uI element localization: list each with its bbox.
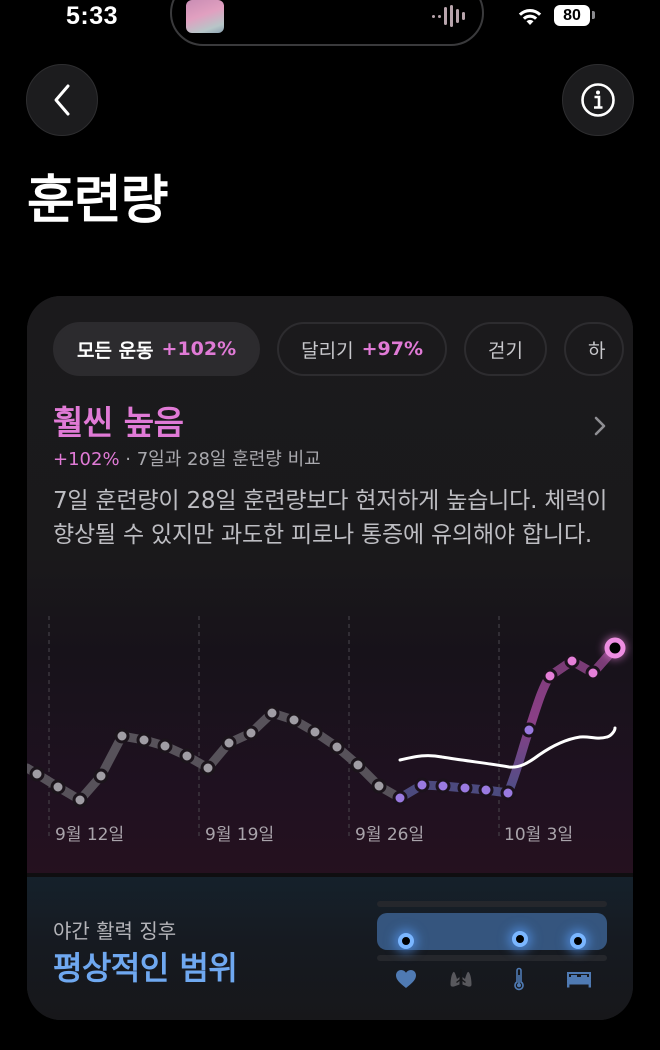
x-tick-label: 9월 26일	[355, 825, 425, 845]
vital-dot	[512, 931, 528, 947]
waveform-icon	[432, 5, 465, 27]
lungs-icon	[450, 969, 472, 987]
past-load-line	[27, 708, 405, 805]
section-divider	[27, 873, 633, 877]
filter-pct: +102%	[161, 338, 237, 360]
album-art[interactable]	[186, 0, 224, 33]
overnight-vitals-section[interactable]: 야간 활력 징후 평상적인 범위	[27, 877, 633, 1020]
vital-dot	[398, 933, 414, 949]
filter-all-workouts[interactable]: 모든 운동 +102%	[53, 322, 261, 376]
filter-label: 하	[588, 339, 606, 362]
range-track-top	[377, 901, 607, 907]
page-title: 훈련량	[27, 171, 169, 231]
vitals-range-graphic	[377, 901, 609, 1001]
range-track-bottom	[377, 955, 607, 961]
comparison-subtitle: +102% · 7일과 28일 훈련량 비교	[53, 445, 321, 471]
battery-icon: 80	[554, 5, 590, 26]
normal-range-band	[377, 913, 607, 950]
vitals-status: 평상적인 범위	[53, 949, 238, 987]
chevron-right-icon[interactable]	[593, 416, 607, 436]
x-tick-label: 10월 3일	[504, 825, 574, 845]
peak-load-points	[542, 653, 601, 684]
vital-dot	[570, 933, 586, 949]
chart-zone: 모든 운동 +102% 달리기 +97% 걷기 하 훨씬 높음 +102% · …	[27, 296, 633, 873]
x-tick-label: 9월 12일	[55, 825, 125, 845]
recent-load-points	[392, 722, 537, 806]
filter-running[interactable]: 달리기 +97%	[277, 322, 448, 376]
filter-label: 걷기	[488, 339, 523, 362]
filter-pct: +97%	[361, 338, 424, 360]
activity-filter-bar[interactable]: 모든 운동 +102% 달리기 +97% 걷기 하	[53, 322, 624, 376]
heart-icon	[396, 970, 416, 988]
wifi-icon	[518, 9, 542, 25]
past-load-points	[29, 705, 387, 808]
filter-label: 달리기	[301, 339, 354, 362]
battery-tip	[592, 11, 595, 19]
info-button[interactable]	[562, 64, 634, 136]
info-circle-icon	[581, 83, 615, 117]
back-button[interactable]	[26, 64, 98, 136]
training-load-card: 모든 운동 +102% 달리기 +97% 걷기 하 훨씬 높음 +102% · …	[27, 296, 633, 1020]
comparison-text: · 7일과 28일 훈련량 비교	[119, 449, 321, 470]
status-heading[interactable]: 훨씬 높음	[53, 403, 184, 442]
comparison-pct: +102%	[53, 449, 120, 470]
vitals-label: 야간 활력 징후	[53, 919, 177, 943]
bed-icon	[567, 972, 591, 988]
grid-lines	[48, 616, 500, 840]
avg-load-line	[398, 726, 617, 769]
x-tick-label: 9월 19일	[205, 825, 275, 845]
chevron-left-icon	[54, 84, 70, 116]
status-time: 5:33	[66, 2, 119, 30]
training-load-chart[interactable]	[27, 596, 633, 873]
current-point-marker	[604, 637, 626, 659]
thermometer-icon	[514, 967, 524, 991]
filter-walking[interactable]: 걷기	[464, 322, 547, 376]
filter-hiking[interactable]: 하	[564, 322, 624, 376]
filter-label: 모든 운동	[77, 339, 154, 362]
summary-description: 7일 훈련량이 28일 훈련량보다 현저하게 높습니다. 체력이 향상될 수 있…	[53, 488, 608, 548]
